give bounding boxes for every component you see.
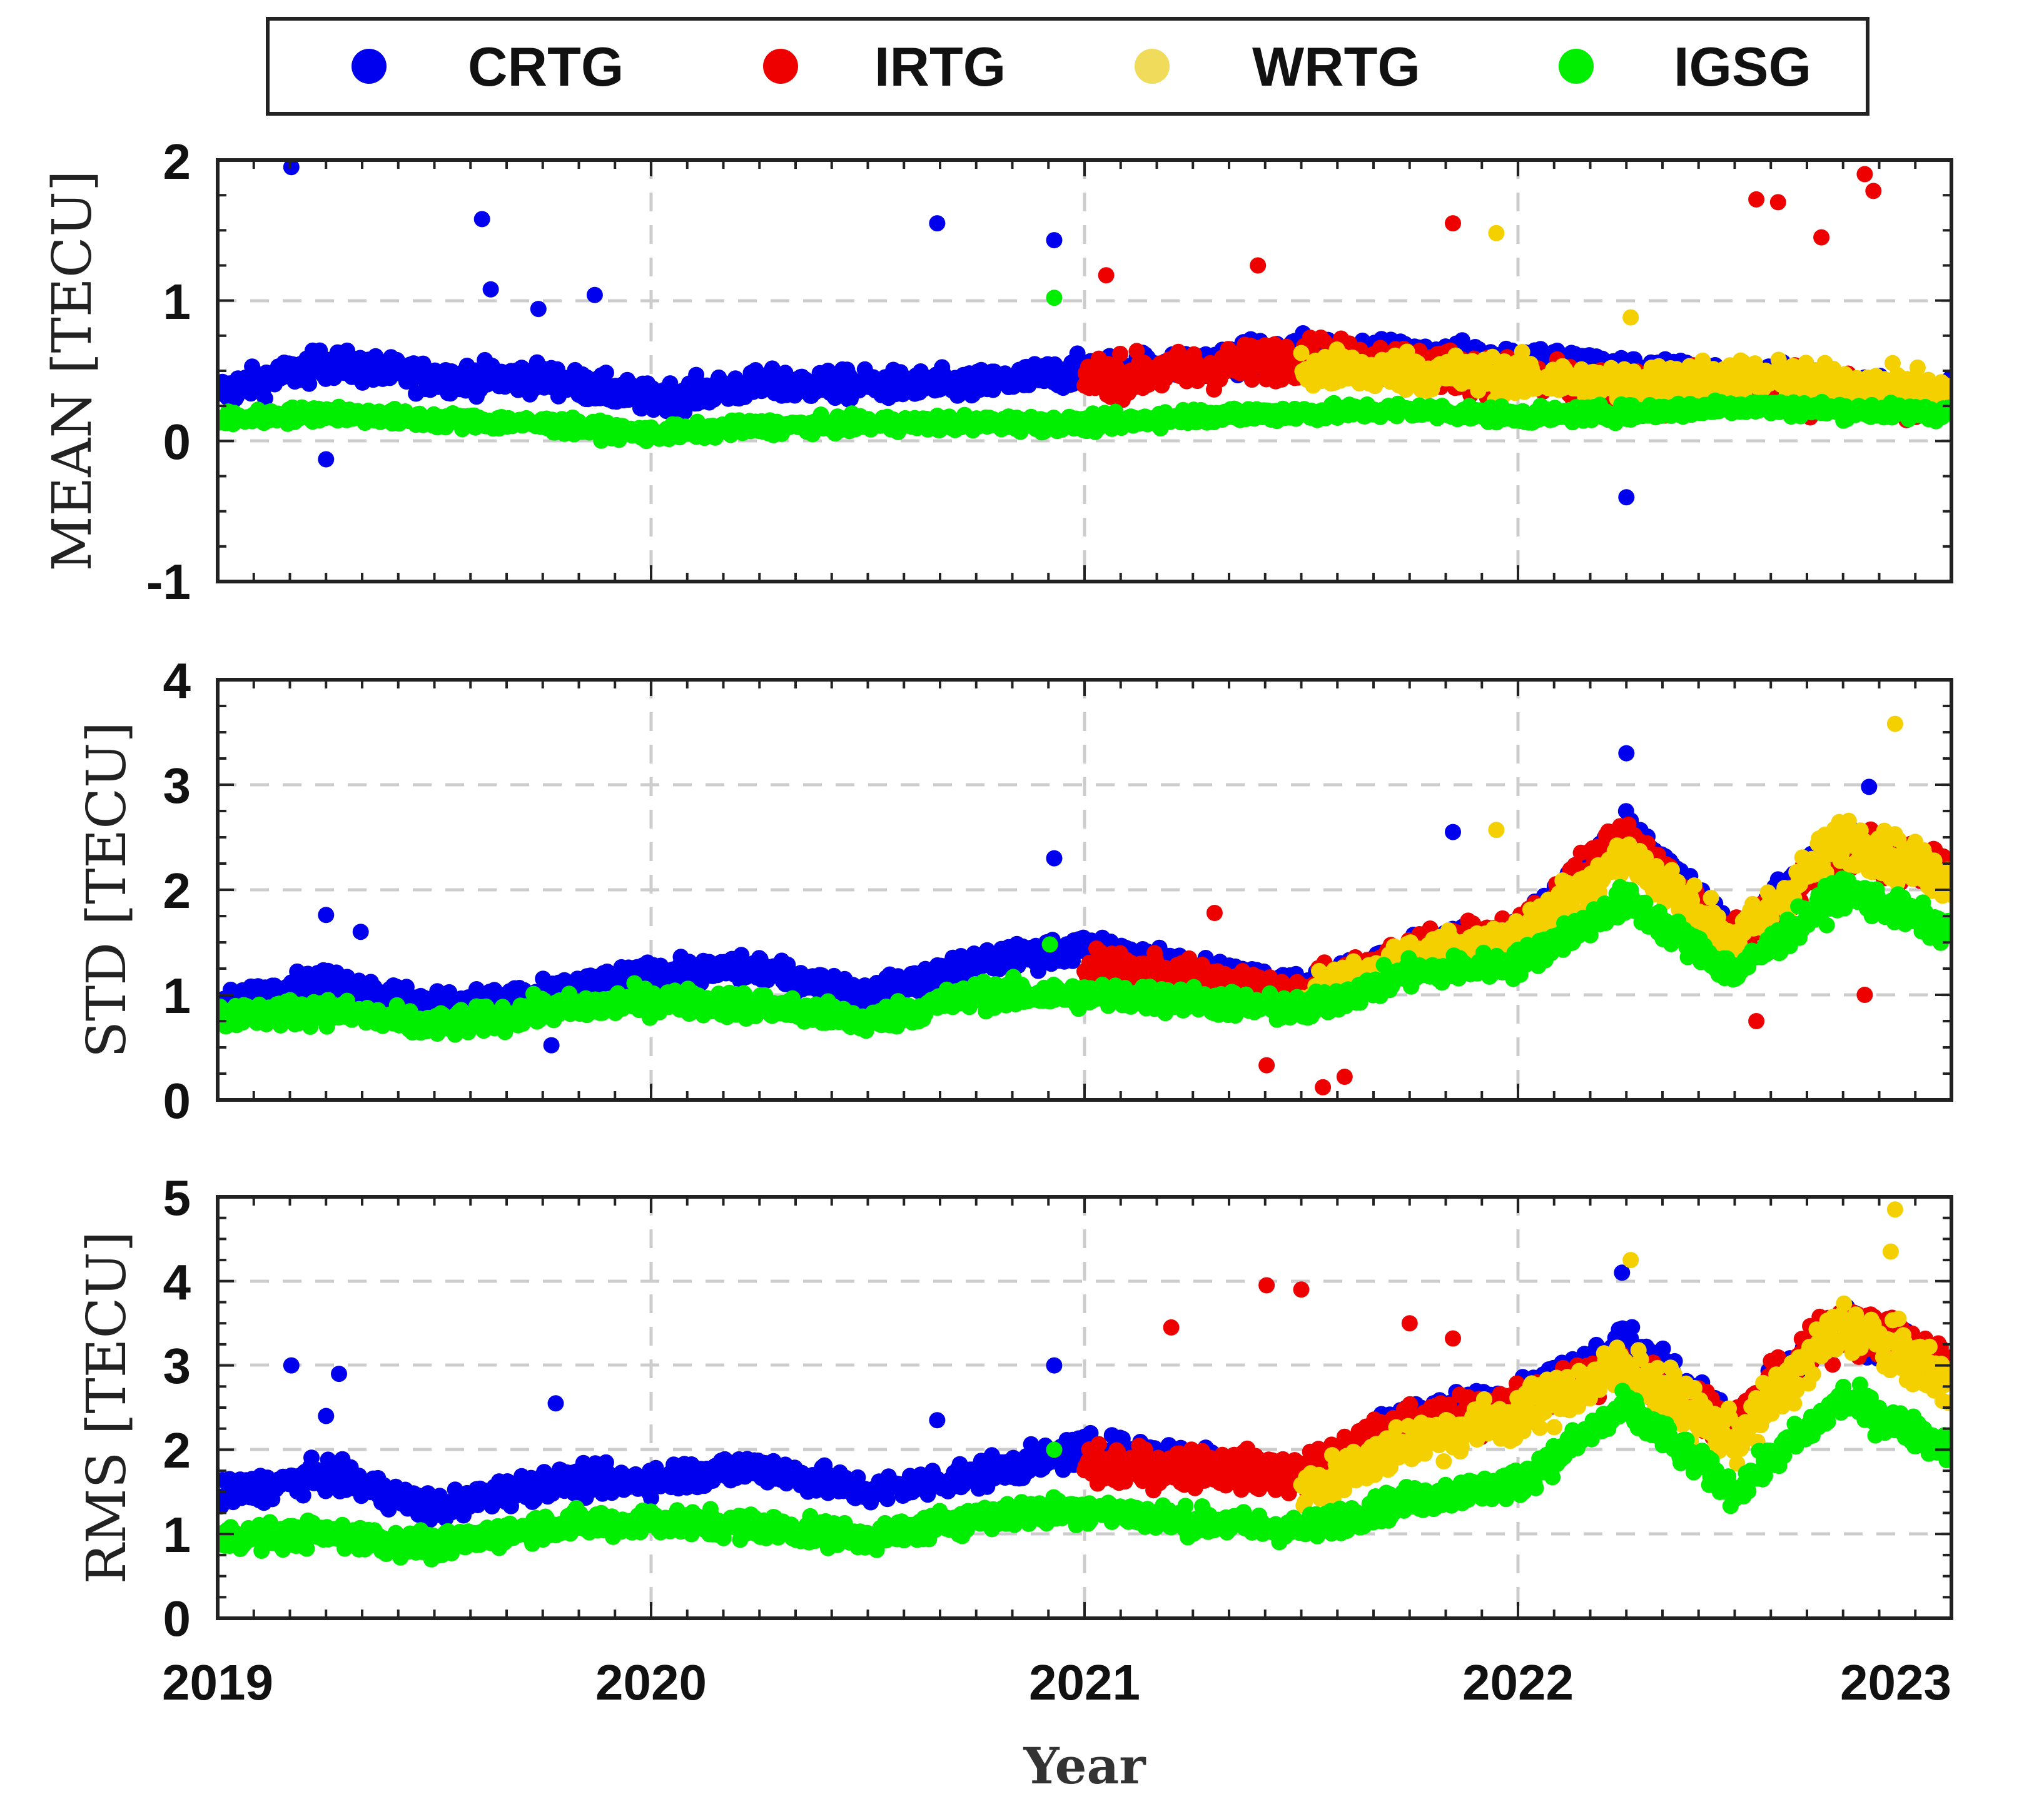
outlier-point-crtg xyxy=(530,301,547,318)
data-point xyxy=(597,365,614,381)
outlier-point-irtg xyxy=(1098,267,1115,284)
mean-ytick-2: 2 xyxy=(163,134,191,189)
data-point xyxy=(1069,345,1086,362)
outlier-point-crtg xyxy=(318,451,335,468)
panel-std: 4 3 2 1 0 STD [TECU] xyxy=(76,653,1953,1129)
outlier-point-crtg xyxy=(586,286,603,303)
data-point xyxy=(311,342,328,359)
mean-ytick-neg1: -1 xyxy=(146,554,191,610)
mean-ytick-0: 0 xyxy=(163,414,191,470)
outlier-point-irtg xyxy=(1865,183,1882,199)
outlier-point-wrtg xyxy=(1488,224,1505,241)
legend: CRTG IRTG WRTG IGSG xyxy=(266,17,1869,116)
outlier-point-irtg xyxy=(1856,166,1873,183)
panel-mean: 2 1 0 -1 MEAN [TECU] xyxy=(41,134,1953,610)
legend-marker-wrtg xyxy=(1135,49,1170,84)
outlier-point-irtg xyxy=(1769,194,1786,211)
mean-ytick-1: 1 xyxy=(163,274,191,330)
mean-ylabel: MEAN [TECU] xyxy=(41,170,104,571)
outlier-point-irtg xyxy=(1445,215,1461,232)
outlier-point-crtg xyxy=(1618,489,1635,506)
outlier-point-irtg xyxy=(1250,257,1267,274)
data-point xyxy=(301,375,318,392)
outlier-point-irtg xyxy=(1813,229,1830,246)
data-point xyxy=(764,360,781,377)
outlier-point-crtg xyxy=(482,281,499,298)
legend-label-crtg: CRTG xyxy=(468,36,624,98)
legend-label-igsg: IGSG xyxy=(1674,36,1811,98)
legend-label-wrtg: WRTG xyxy=(1252,36,1420,98)
outlier-point-crtg xyxy=(473,211,490,228)
outlier-point-igsg xyxy=(1046,290,1063,306)
legend-marker-irtg xyxy=(763,49,798,84)
legend-label-irtg: IRTG xyxy=(874,36,1006,98)
data-point xyxy=(1112,345,1128,362)
outlier-point-wrtg xyxy=(1622,309,1639,326)
legend-box xyxy=(266,17,1869,116)
data-point xyxy=(1909,359,1926,376)
legend-marker-igsg xyxy=(1559,49,1594,84)
legend-marker-crtg xyxy=(352,49,387,84)
data-point xyxy=(1243,371,1260,388)
outlier-point-crtg xyxy=(1046,232,1063,249)
outlier-point-irtg xyxy=(1748,191,1765,208)
mean-points xyxy=(218,160,1951,506)
outlier-point-crtg xyxy=(929,215,946,232)
